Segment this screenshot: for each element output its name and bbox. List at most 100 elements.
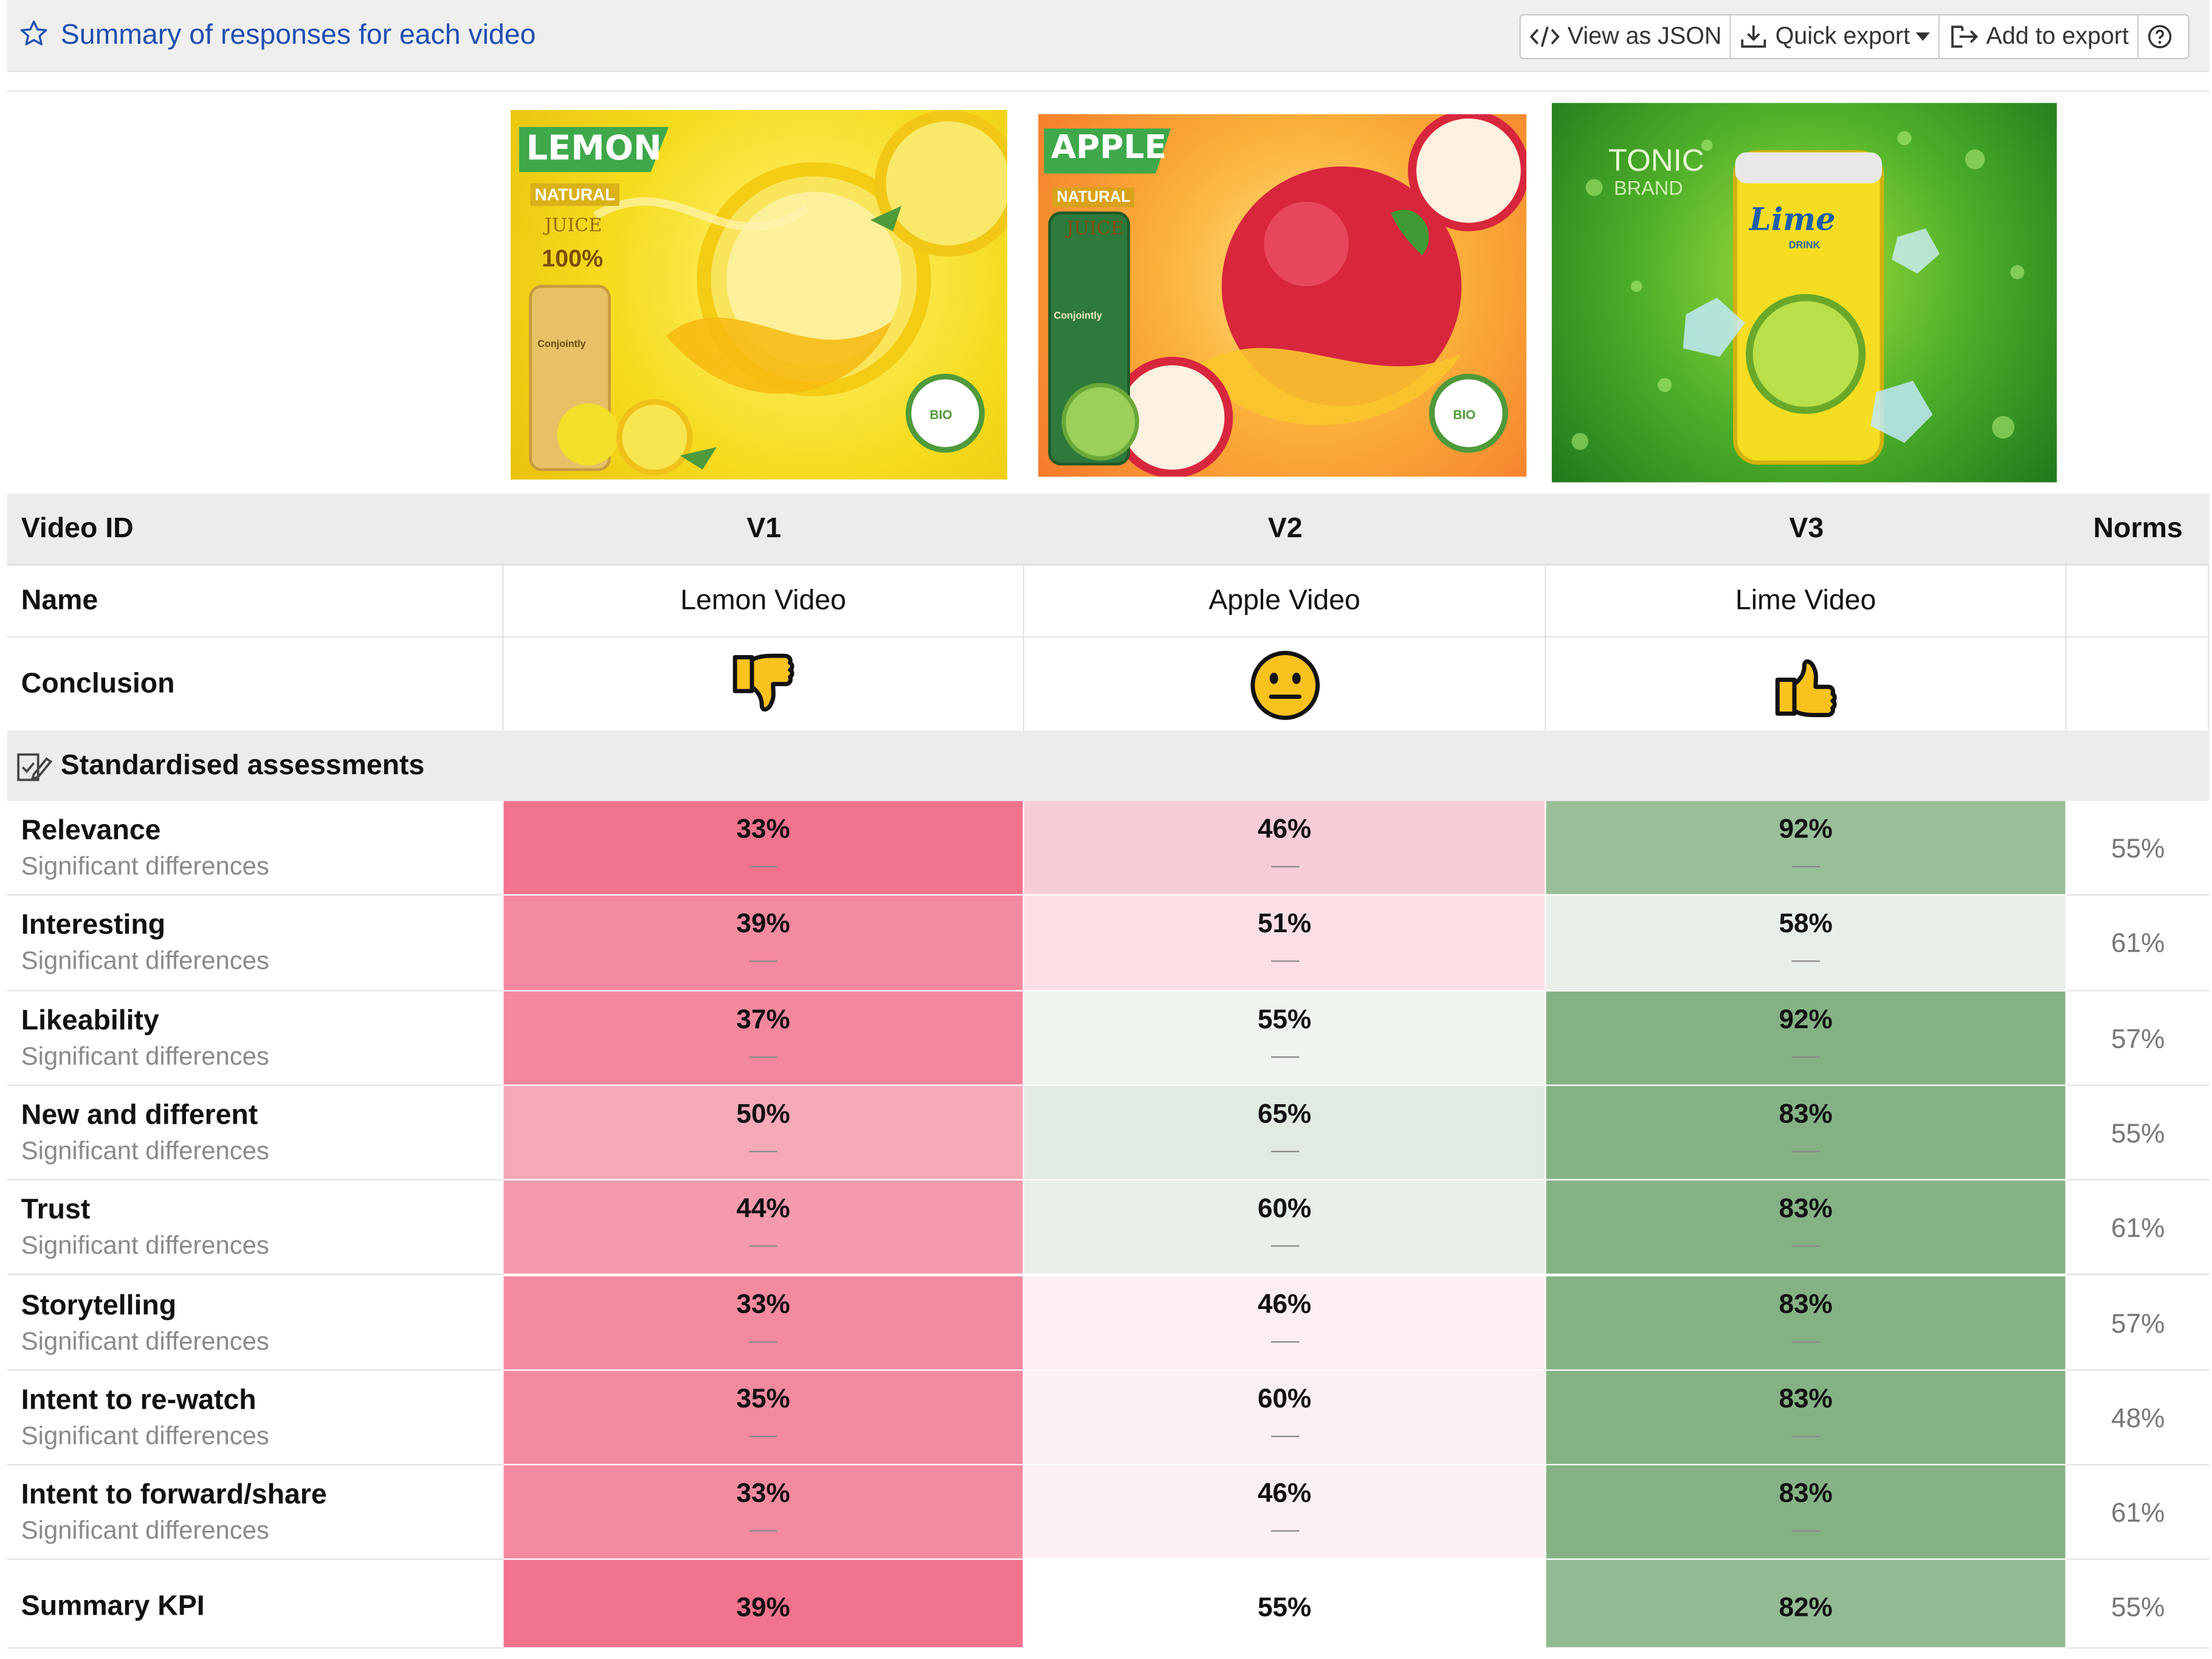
section-label: Standardised assessments xyxy=(60,749,425,781)
bio-seal-label: BIO xyxy=(929,407,953,422)
summary-value: 55% xyxy=(1257,1594,1312,1624)
metric-name: New and different xyxy=(21,1099,258,1132)
metric-row: New and different Significant differences… xyxy=(7,1085,2210,1181)
metric-value-v3: 83% xyxy=(1546,1085,2067,1181)
metric-sublabel: Significant differences xyxy=(21,1421,269,1450)
metric-name: Trust xyxy=(21,1195,91,1226)
summary-value-v3: 82% xyxy=(1546,1560,2067,1649)
brand-banner xyxy=(1044,128,1171,174)
metric-sublabel: Significant differences xyxy=(21,946,269,975)
metric-label-cell: Interesting Significant differences xyxy=(7,896,504,991)
metric-value: 83% xyxy=(1779,1290,1833,1320)
no-difference-dash xyxy=(1791,1435,1820,1437)
no-difference-dash xyxy=(749,961,777,963)
conclusion-v3 xyxy=(1546,637,2067,732)
metric-sublabel: Significant differences xyxy=(21,1516,269,1545)
can-label: Conjointly xyxy=(537,340,586,350)
view-json-button[interactable]: View as JSON xyxy=(1521,15,1732,58)
norm-value: 57% xyxy=(2111,1309,2165,1339)
metric-label-cell: Relevance Significant differences xyxy=(7,801,504,896)
metric-sublabel: Significant differences xyxy=(21,1326,269,1355)
metric-row: Intent to forward/share Significant diffe… xyxy=(7,1465,2210,1561)
add-to-export-button[interactable]: Add to export xyxy=(1940,15,2139,58)
summary-kpi-row: Summary KPI 39% 55% 82% 55% xyxy=(7,1560,2210,1649)
thumbnail-v2[interactable]: APPLE NATURAL JUICE Conjointly BIO xyxy=(1038,114,1527,477)
metric-norm: 61% xyxy=(2066,1181,2210,1276)
metric-value-v2: 46% xyxy=(1024,801,1546,896)
metric-norm: 48% xyxy=(2066,1370,2210,1466)
can-label: Lime xyxy=(1749,201,1836,239)
name-norms xyxy=(2067,565,2210,638)
column-header-v2: V2 xyxy=(1267,512,1303,544)
quick-export-button[interactable]: Quick export xyxy=(1732,15,1940,58)
summary-value: 82% xyxy=(1779,1594,1833,1624)
brand-sub2-label: JUICE xyxy=(1066,218,1125,240)
metric-value: 65% xyxy=(1257,1099,1312,1130)
can-label: Conjointly xyxy=(1053,311,1103,322)
metric-value-v3: 92% xyxy=(1546,801,2067,896)
brand-sub-label: NATURAL xyxy=(530,183,620,206)
help-button[interactable] xyxy=(2138,16,2188,58)
metric-label-cell: Likeability Significant differences xyxy=(7,991,504,1086)
section-standardised-assessments[interactable]: Standardised assessments xyxy=(7,730,2210,802)
no-difference-dash xyxy=(749,1056,777,1057)
conclusion-row: Conclusion xyxy=(7,636,2210,732)
metric-name: Relevance xyxy=(21,815,161,847)
metric-value-v2: 46% xyxy=(1024,1276,1546,1371)
metric-value: 92% xyxy=(1779,815,1833,845)
thumbs-up-icon xyxy=(1775,658,1837,716)
metric-label-cell: New and different Significant differences xyxy=(7,1086,504,1181)
metric-label-cell: Intent to forward/share Significant diffe… xyxy=(7,1466,504,1561)
view-json-label: View as JSON xyxy=(1567,22,1722,50)
brand-banner xyxy=(519,126,669,173)
metric-value: 51% xyxy=(1257,910,1312,940)
quick-export-label: Quick export xyxy=(1775,22,1911,50)
panel-header: Summary of responses for each video View… xyxy=(7,0,2210,72)
norm-value: 61% xyxy=(2111,930,2165,960)
metric-value: 83% xyxy=(1779,1479,1833,1510)
norm-value: 55% xyxy=(2111,834,2165,865)
metric-row: Relevance Significant differences 33% 46% 92… xyxy=(7,801,2210,896)
metric-norm: 61% xyxy=(2066,896,2210,991)
metric-row: Interesting Significant differences 39% 51%… xyxy=(7,896,2210,991)
metric-value-v2: 55% xyxy=(1024,991,1546,1086)
norm-value: 55% xyxy=(2111,1594,2165,1624)
no-difference-dash xyxy=(1791,961,1820,963)
metric-sublabel: Significant differences xyxy=(21,1136,269,1165)
metric-value-v3: 83% xyxy=(1546,1370,2067,1466)
norm-value: 61% xyxy=(2111,1214,2165,1245)
metric-value-v3: 58% xyxy=(1546,896,2067,991)
toolbar: View as JSON Quick export Add to export xyxy=(1519,14,2190,60)
metric-value: 33% xyxy=(736,815,790,845)
metric-value: 58% xyxy=(1779,910,1833,940)
metric-name: Intent to re-watch xyxy=(21,1384,257,1416)
metric-value-v3: 83% xyxy=(1546,1180,2067,1276)
metric-row: Storytelling Significant differences 33% 46… xyxy=(7,1276,2210,1371)
no-difference-dash xyxy=(1270,961,1299,963)
norms-header: Norms xyxy=(2093,512,2183,544)
brand-label: LEMON xyxy=(526,128,662,168)
metric-row: Intent to re-watch Significant difference… xyxy=(7,1370,2210,1466)
metric-value-v3: 83% xyxy=(1546,1465,2067,1561)
no-difference-dash xyxy=(1270,1435,1299,1437)
no-difference-dash xyxy=(749,1340,777,1342)
metric-name: Interesting xyxy=(21,910,166,941)
metric-sublabel: Significant differences xyxy=(21,851,269,881)
lemon-image xyxy=(529,110,1008,476)
download-icon xyxy=(1742,25,1767,48)
metric-value: 46% xyxy=(1257,815,1312,845)
no-difference-dash xyxy=(1791,1340,1820,1342)
metric-value: 37% xyxy=(736,1005,790,1035)
metric-value: 60% xyxy=(1257,1384,1312,1415)
thumbnail-v1[interactable]: LEMON NATURAL JUICE 100% Conjointly BIO xyxy=(511,110,1008,480)
apple-image xyxy=(1048,114,1527,477)
no-difference-dash xyxy=(749,1150,777,1152)
star-icon[interactable] xyxy=(18,18,49,49)
conclusion-v2 xyxy=(1024,637,1546,732)
thumbnail-v3[interactable]: TONIC BRAND Lime DRINK xyxy=(1551,103,2057,483)
no-difference-dash xyxy=(1270,1245,1299,1248)
no-difference-dash xyxy=(1270,1530,1299,1532)
can-sub-label: DRINK xyxy=(1788,241,1821,252)
metric-value: 33% xyxy=(736,1290,790,1320)
metric-norm: 57% xyxy=(2066,1276,2210,1371)
